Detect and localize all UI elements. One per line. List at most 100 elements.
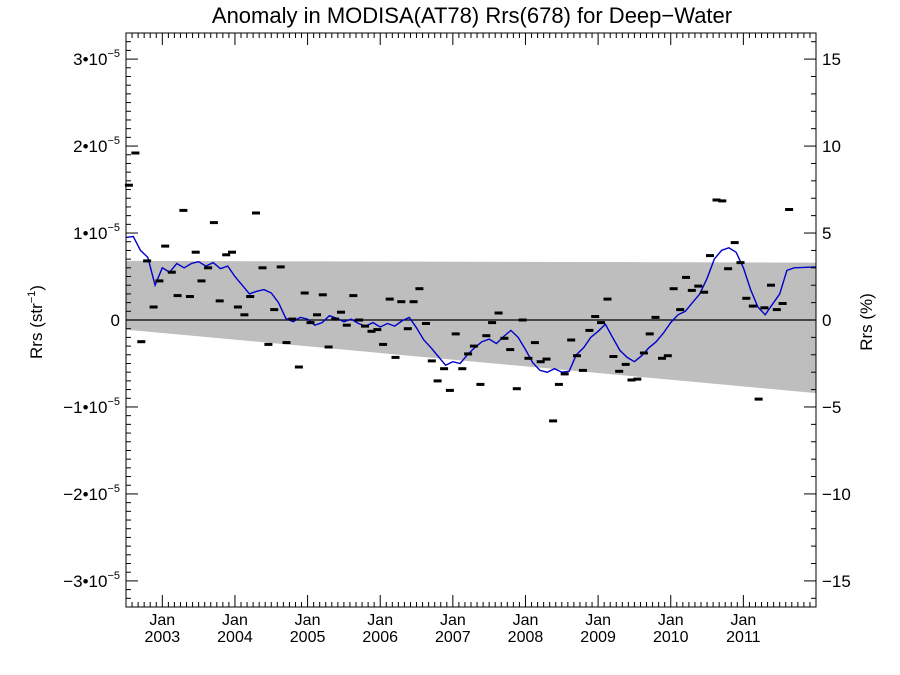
anomaly-point — [288, 317, 297, 321]
anomaly-point — [191, 250, 200, 254]
anomaly-point — [161, 244, 170, 248]
anomaly-point — [682, 275, 690, 279]
x-tick-label-month: Jan — [585, 612, 611, 629]
x-tick-label-year: 2006 — [362, 629, 398, 646]
x-tick-label-year: 2010 — [653, 629, 689, 646]
anomaly-point — [167, 270, 176, 274]
anomaly-point — [246, 295, 255, 298]
y-right-tick-label: −10 — [822, 485, 851, 504]
y-left-tick-label: −1•10−5 — [63, 396, 120, 417]
anomaly-point — [276, 265, 285, 269]
y-right-tick-label: 0 — [822, 311, 831, 330]
anomaly-point — [379, 342, 388, 346]
anomaly-point — [627, 378, 636, 382]
anomaly-point — [433, 379, 442, 383]
anomaly-point — [687, 288, 696, 292]
anomaly-point — [155, 279, 164, 283]
y-right-tick-label: 5 — [822, 224, 831, 243]
anomaly-point — [403, 327, 412, 331]
anomaly-point — [578, 368, 587, 372]
x-tick-label-year: 2011 — [726, 629, 761, 646]
anomaly-point — [669, 287, 678, 291]
anomaly-point — [585, 328, 594, 332]
anomaly-point — [222, 253, 231, 257]
anomaly-point — [209, 221, 218, 225]
anomaly-point — [173, 294, 182, 298]
anomaly-point — [554, 382, 563, 386]
anomaly-point — [233, 305, 242, 309]
anomaly-point — [270, 308, 279, 312]
x-tick-label-month: Jan — [730, 612, 756, 629]
anomaly-point — [651, 315, 660, 319]
anomaly-point — [512, 387, 521, 391]
chart-title: Anomaly in MODISA(AT78) Rrs(678) for Dee… — [212, 3, 732, 28]
anomaly-point — [409, 300, 418, 304]
smoothed-mean-line — [125, 235, 817, 373]
plot-area — [124, 32, 817, 608]
x-tick-label-month: Jan — [222, 612, 248, 629]
anomaly-point — [772, 308, 781, 312]
anomaly-point — [633, 377, 642, 381]
anomaly-point — [282, 341, 291, 345]
anomaly-point — [240, 313, 249, 317]
anomaly-point — [215, 299, 224, 303]
y-left-tick-label: 0 — [111, 311, 120, 330]
anomaly-point — [458, 367, 467, 371]
anomaly-point — [464, 352, 473, 356]
anomaly-point — [736, 261, 745, 265]
anomaly-point — [349, 294, 358, 298]
anomaly-point — [694, 284, 703, 288]
anomaly-point — [306, 321, 315, 325]
x-tick-label-month: Jan — [658, 612, 684, 629]
anomaly-point — [337, 310, 345, 314]
y-right-tick-label: −15 — [822, 572, 851, 591]
x-tick-label-year: 2003 — [145, 629, 181, 646]
y-left-tick-label: 2•10−5 — [73, 135, 120, 156]
x-tick-label-month: Jan — [513, 612, 539, 629]
anomaly-point — [518, 318, 527, 322]
anomaly-point — [658, 356, 666, 360]
y-left-tick-label: −3•10−5 — [63, 570, 120, 591]
anomaly-point — [676, 308, 685, 312]
anomaly-point — [422, 322, 430, 325]
anomaly-point — [785, 208, 794, 211]
x-tick-label-year: 2007 — [435, 629, 471, 646]
anomaly-point — [137, 340, 146, 344]
anomaly-point — [391, 355, 400, 359]
y-axis-left-label: Rrs (str−1) — [26, 285, 46, 359]
anomaly-point — [469, 344, 478, 348]
x-tick-label-year: 2009 — [580, 629, 616, 646]
anomaly-point — [778, 302, 787, 305]
anomaly-point — [663, 354, 672, 358]
anomaly-point — [754, 397, 763, 401]
anomaly-point — [185, 295, 194, 298]
y-axis-left: 3•10−5 2•10−5 1•10−5 0 −1•10−5 −2•10−5 −3•10−5 — [63, 41, 138, 599]
anomaly-point — [500, 336, 509, 340]
x-tick-label-month: Jan — [149, 612, 175, 629]
anomaly-point — [645, 332, 654, 336]
anomaly-point — [264, 342, 273, 346]
anomaly-point — [313, 313, 321, 317]
anomaly-point — [342, 323, 351, 327]
anomaly-point — [536, 360, 545, 364]
anomaly-point — [427, 359, 436, 363]
anomaly-point — [700, 290, 709, 294]
anomaly-point — [476, 382, 485, 386]
x-tick-label-month: Jan — [295, 612, 321, 629]
anomaly-point — [252, 211, 260, 215]
anomaly-point — [767, 283, 775, 287]
anomaly-point — [615, 369, 624, 373]
anomaly-point — [451, 332, 460, 336]
anomaly-point — [560, 372, 569, 376]
uncertainty-band — [126, 260, 816, 394]
anomaly-point — [567, 338, 576, 342]
anomaly-point — [621, 362, 630, 366]
anomaly-point — [730, 241, 739, 245]
anomaly-point — [415, 287, 424, 291]
anomaly-point — [228, 250, 236, 254]
x-tick-label-year: 2005 — [290, 629, 326, 646]
anomaly-point — [124, 183, 133, 187]
y-right-tick-label: 10 — [822, 137, 841, 156]
y-right-tick-label: 15 — [822, 50, 841, 69]
